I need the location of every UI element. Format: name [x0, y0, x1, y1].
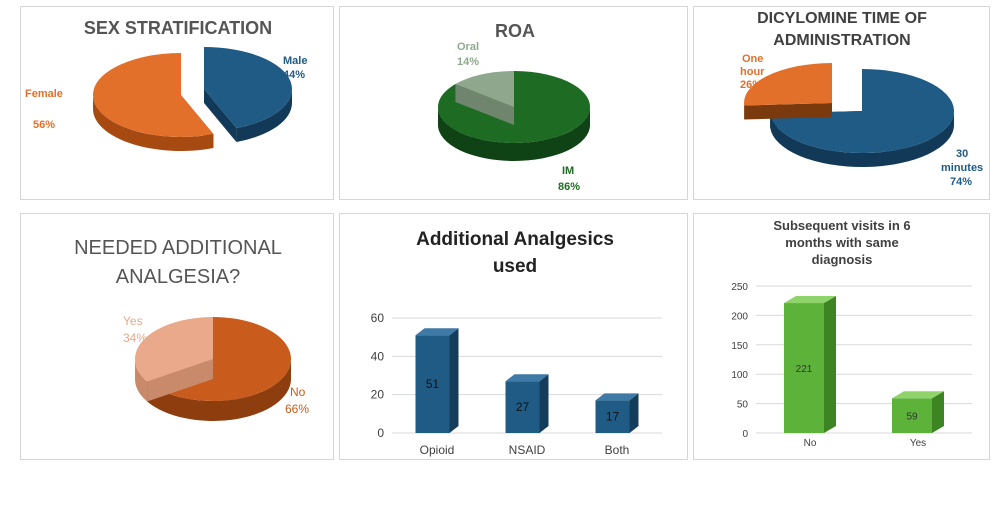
- chart-title: used: [493, 256, 537, 277]
- y-tick-label: 250: [731, 282, 748, 293]
- chart-title: SEX STRATIFICATION: [84, 18, 272, 38]
- data-label-30-minutes-name: 30: [956, 148, 968, 160]
- chart-title: NEEDED ADDITIONAL: [74, 237, 282, 259]
- chart-title: ROA: [495, 21, 535, 41]
- chart-title: Subsequent visits in 6: [773, 218, 910, 233]
- sex-stratification-chart: SEX STRATIFICATION Male 44% Female 56%: [20, 6, 334, 200]
- bar-side: [824, 296, 836, 433]
- data-label-female-value: 56%: [33, 119, 55, 131]
- data-label-female-name: Female: [25, 88, 63, 100]
- x-tick-label: Opioid: [420, 443, 455, 457]
- pie-slice-female: [93, 53, 214, 137]
- pie-slice-yes-face0: [147, 359, 213, 402]
- subsequent-visits-plot: Subsequent visits in 6 months with same di…: [731, 218, 972, 449]
- additional-analgesia-plot: NEEDED ADDITIONAL ANALGESIA? Yes 34% No 66%: [74, 237, 309, 422]
- data-label-no-value: 66%: [285, 402, 309, 416]
- x-tick-label: Both: [605, 443, 630, 457]
- data-label-yes-value: 34%: [123, 331, 147, 345]
- bar-top: [892, 391, 944, 399]
- pie-slice-no-side: [147, 359, 291, 422]
- subsequent-visits-chart: Subsequent visits in 6 months with same di…: [693, 213, 990, 460]
- y-tick-label: 150: [731, 341, 748, 352]
- data-label: 221: [796, 364, 813, 375]
- chart-title: DICYLOMINE TIME OF: [757, 10, 927, 27]
- pie-slice-male-face1: [204, 89, 237, 143]
- data-label-one-hour-name-2: hour: [740, 66, 765, 78]
- data-label-male-name: Male: [283, 55, 307, 67]
- bar-top: [505, 374, 549, 382]
- y-tick-label: 100: [731, 370, 748, 381]
- bar-side: [449, 328, 459, 433]
- chart-title: diagnosis: [812, 252, 873, 267]
- bar-no: [784, 303, 824, 433]
- data-label: 17: [606, 410, 620, 424]
- y-tick-label: 50: [737, 400, 749, 411]
- bar-nsaid: [505, 381, 540, 433]
- roa-plot: ROA Oral 14% IM 86%: [438, 21, 590, 193]
- pie-slice-male-side: [236, 89, 292, 143]
- bar-side: [629, 393, 639, 433]
- sex-stratification-plot: SEX STRATIFICATION Male 44% Female 56%: [25, 18, 307, 151]
- bar-top: [595, 393, 639, 401]
- bar-yes: [892, 398, 932, 433]
- y-tick-label: 60: [371, 311, 385, 325]
- data-label: 27: [516, 400, 530, 414]
- data-label-oral-value: 14%: [457, 56, 479, 68]
- y-tick-label: 200: [731, 311, 748, 322]
- roa-chart: ROA Oral 14% IM 86%: [339, 6, 688, 200]
- chart-title: ADMINISTRATION: [773, 32, 910, 49]
- pie-slice-yes: [134, 317, 213, 382]
- data-label-im-name: IM: [562, 165, 574, 177]
- bar-side: [932, 391, 944, 433]
- bar-both: [595, 400, 630, 433]
- pie-slice-one-hour: [744, 63, 832, 106]
- chart-title: Additional Analgesics: [416, 229, 614, 250]
- y-tick-label: 0: [377, 426, 384, 440]
- pie-slice-im-side: [438, 107, 590, 161]
- pie-slice-oral: [455, 71, 514, 107]
- data-label-oral-name: Oral: [457, 41, 479, 53]
- pie-slice-female-side: [93, 95, 214, 151]
- analgesics-used-chart: Additional Analgesics used 0 20 40 60 51 Opioid…: [339, 213, 688, 460]
- bar-top: [784, 296, 836, 304]
- additional-analgesia-chart: NEEDED ADDITIONAL ANALGESIA? Yes 34% No 66%: [20, 213, 334, 460]
- dicylomine-time-chart: DICYLOMINE TIME OF ADMINISTRATION One hour 2…: [693, 6, 990, 200]
- x-tick-label: No: [804, 438, 817, 449]
- data-label: 51: [426, 377, 440, 391]
- data-label-yes-name: Yes: [123, 314, 143, 328]
- data-label-one-hour-name: One: [742, 53, 763, 65]
- pie-slice-oral-face0: [455, 84, 514, 125]
- x-tick-label: NSAID: [509, 443, 546, 457]
- data-label-30-minutes-value: 74%: [950, 176, 972, 188]
- chart-title: ANALGESIA?: [116, 266, 241, 288]
- y-tick-label: 40: [371, 349, 385, 363]
- data-label: 59: [906, 412, 918, 423]
- bar-opioid: [415, 335, 450, 433]
- pie-slice-yes-side: [135, 359, 148, 402]
- chart-title: months with same: [785, 235, 898, 250]
- pie-slice-male: [204, 47, 292, 129]
- data-label-male-value: 44%: [283, 69, 305, 81]
- dicylomine-time-plot: DICYLOMINE TIME OF ADMINISTRATION Onehour2…: [740, 10, 983, 188]
- pie-slice-one-hour-face0: [744, 103, 832, 120]
- bar-side: [539, 374, 549, 433]
- data-label-one-hour-value: 26%: [740, 79, 762, 91]
- y-tick-label: 20: [371, 388, 385, 402]
- y-tick-label: 0: [742, 429, 748, 440]
- analgesics-used-plot: Additional Analgesics used 0 20 40 60 51 Opioid…: [371, 229, 662, 457]
- data-label-30-minutes-name-2: minutes: [941, 162, 983, 174]
- data-label-no-name: No: [290, 385, 306, 399]
- data-label-im-value: 86%: [558, 181, 580, 193]
- bar-top: [415, 328, 459, 336]
- pie-slice-30-minutes: [770, 69, 954, 153]
- pie-slice-30-minutes-side: [770, 111, 954, 167]
- x-tick-label: Yes: [910, 438, 926, 449]
